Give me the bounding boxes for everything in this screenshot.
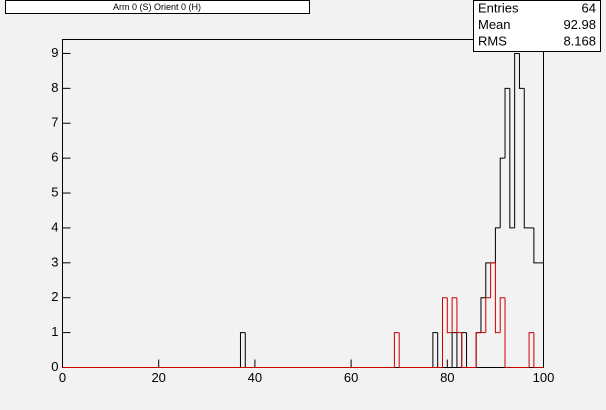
y-tick-label: 2 <box>51 289 58 304</box>
histogram-bin <box>509 88 515 229</box>
histogram-bin <box>499 297 506 333</box>
y-tick-label: 3 <box>51 254 58 269</box>
histogram-bin <box>475 332 481 368</box>
histogram-bin <box>432 332 438 368</box>
y-tick-label: 8 <box>51 80 58 95</box>
x-tick-label: 20 <box>151 370 165 385</box>
y-tick-label: 1 <box>51 324 58 339</box>
histogram-bin <box>461 332 467 368</box>
histogram-bin <box>538 262 544 368</box>
stats-label: RMS <box>478 33 507 48</box>
histogram-bin <box>456 297 462 334</box>
histogram-bin <box>451 297 457 333</box>
histogram-bin <box>499 157 506 228</box>
histogram-bin <box>441 297 448 368</box>
x-tick-label: 80 <box>440 370 454 385</box>
y-tick-label: 0 <box>51 359 58 374</box>
histogram-bin <box>533 332 539 368</box>
histogram-bin <box>504 87 510 159</box>
stats-value: 8.168 <box>563 33 596 48</box>
histogram-bin <box>456 332 462 368</box>
chart-title: Arm 0 (S) Orient 0 (H) <box>113 2 201 12</box>
x-tick-label: 100 <box>533 370 555 385</box>
histogram-bin <box>514 52 520 228</box>
histogram-bin <box>494 262 501 334</box>
histogram-bin <box>494 227 501 263</box>
stats-value: 92.98 <box>563 17 596 32</box>
histogram-bin <box>528 332 534 368</box>
histogram-bin <box>239 332 246 368</box>
stats-label: Entries <box>478 0 519 15</box>
y-tick-label: 5 <box>51 184 58 199</box>
histogram-bin <box>523 88 530 229</box>
histogram-bin <box>485 297 491 333</box>
stats-label: Mean <box>478 17 511 32</box>
x-tick-label: 60 <box>344 370 358 385</box>
x-tick-label: 40 <box>248 370 262 385</box>
stats-value: 64 <box>582 0 596 15</box>
histogram-bin <box>485 262 491 298</box>
y-tick-label: 6 <box>51 150 58 165</box>
histogram-bin <box>490 262 496 298</box>
stats-box <box>473 0 601 52</box>
y-tick-label: 9 <box>51 45 58 60</box>
histogram-bin <box>398 332 405 368</box>
title-box <box>5 0 310 14</box>
histogram-bin <box>480 297 486 333</box>
histogram-bin <box>504 297 510 368</box>
y-tick-label: 7 <box>51 115 58 130</box>
x-tick-label: 0 <box>59 370 66 385</box>
y-tick-label: 4 <box>51 219 58 234</box>
histogram-bin <box>446 297 453 334</box>
histogram-bin <box>518 53 525 89</box>
histogram-bin <box>533 227 539 264</box>
histogram-bin <box>393 332 400 368</box>
